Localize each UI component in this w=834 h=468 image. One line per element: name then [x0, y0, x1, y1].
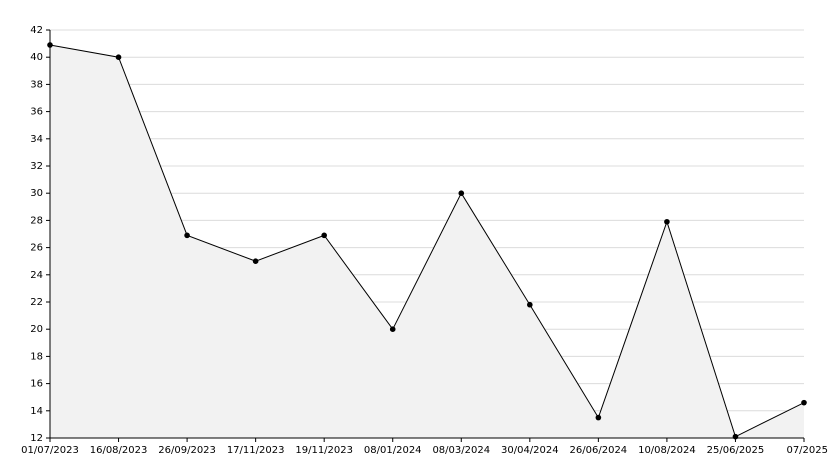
- y-tick-label: 38: [30, 79, 43, 90]
- x-tick-label: 01/07/2023: [21, 445, 79, 456]
- y-tick-label: 34: [30, 134, 43, 145]
- line: [49, 44, 805, 438]
- point: [527, 301, 533, 308]
- y-tick-label: 18: [30, 351, 43, 362]
- y-tick-label: 12: [30, 433, 43, 444]
- x-tick-label: 07/2025: [786, 445, 828, 456]
- x-tick-label: 26/06/2024: [570, 445, 628, 456]
- x-tick-label: 10/08/2024: [638, 445, 696, 456]
- x-tick-label: 08/03/2024: [432, 445, 490, 456]
- y-tick-label: 42: [30, 25, 43, 36]
- x-tick-label: 08/01/2024: [364, 445, 422, 456]
- x-tick-label: 17/11/2023: [227, 445, 285, 456]
- y-tick-label: 32: [30, 161, 43, 172]
- y-tick-label: 40: [30, 52, 43, 63]
- x-tick-label: 25/06/2025: [707, 445, 765, 456]
- point: [732, 433, 739, 440]
- point: [47, 42, 53, 48]
- x-tick-label: 26/09/2023: [158, 445, 216, 456]
- y-tick-label: 14: [30, 406, 43, 417]
- y-tick-label: 16: [30, 379, 43, 390]
- point: [801, 399, 807, 406]
- y-tick-label: 20: [30, 324, 43, 335]
- point: [321, 232, 327, 239]
- y-tick-label: 36: [30, 107, 43, 118]
- x-tick-label: 19/11/2023: [295, 445, 353, 456]
- y-tick-label: 26: [30, 243, 43, 254]
- x-tick-label: 30/04/2024: [501, 445, 559, 456]
- point: [184, 232, 190, 239]
- point: [664, 218, 670, 225]
- point: [389, 326, 396, 333]
- point: [458, 190, 465, 196]
- y-tick-label: 30: [30, 188, 43, 199]
- point: [115, 54, 122, 60]
- x-tick-label: 16/08/2023: [90, 445, 148, 456]
- y-tick-label: 24: [30, 270, 43, 281]
- point: [252, 258, 259, 265]
- y-tick-label: 22: [30, 297, 43, 308]
- y-tick-label: 28: [30, 215, 43, 226]
- point: [595, 414, 602, 421]
- area: [50, 44, 804, 439]
